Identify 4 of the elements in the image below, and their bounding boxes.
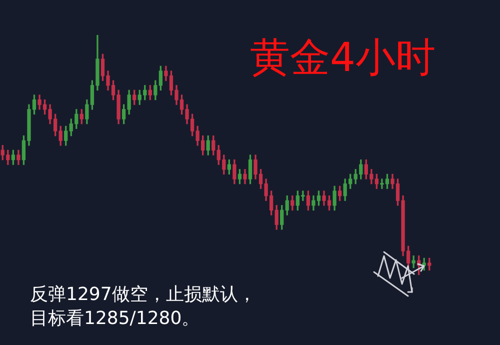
candlestick: [412, 255, 416, 268]
chart-title: 黄金4小时: [250, 34, 436, 83]
text: 目标看1285/1280。: [30, 307, 201, 331]
text: 反弹1297做空，止损默认，: [30, 283, 256, 307]
